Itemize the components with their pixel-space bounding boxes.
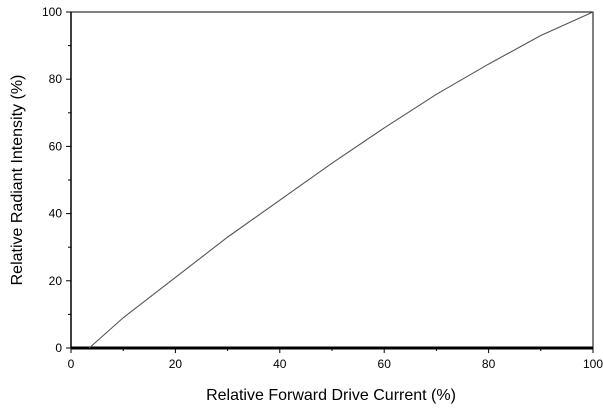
x-tick-label: 80	[482, 357, 496, 371]
y-tick-label: 60	[49, 139, 63, 153]
y-tick-label: 0	[55, 341, 62, 355]
y-axis-label: Relative Radiant Intensity (%)	[9, 75, 26, 286]
x-tick-label: 20	[169, 357, 183, 371]
series-line	[88, 11, 594, 349]
x-ticks: 0 20 40 60 80 100	[68, 348, 603, 371]
y-tick-label: 20	[49, 274, 63, 288]
y-ticks: 0 20 40 60 80 100	[42, 5, 71, 355]
x-tick-label: 0	[68, 357, 75, 371]
x-axis-label: Relative Forward Drive Current (%)	[206, 387, 456, 404]
y-tick-label: 80	[49, 72, 63, 86]
y-tick-label: 100	[42, 5, 62, 19]
series-group	[88, 11, 594, 349]
x-tick-label: 100	[583, 357, 603, 371]
x-tick-label: 60	[378, 357, 392, 371]
x-tick-label: 40	[273, 357, 287, 371]
y-tick-label: 40	[49, 207, 63, 221]
